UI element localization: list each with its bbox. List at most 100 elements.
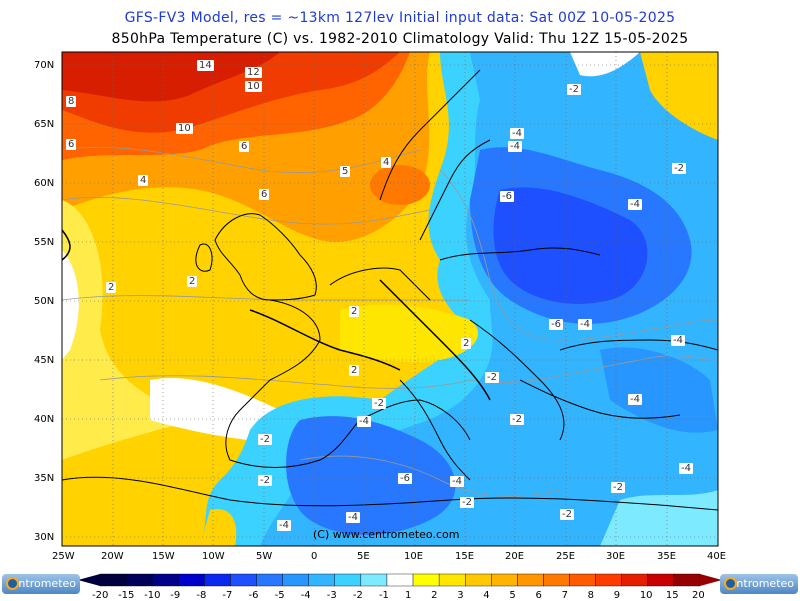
contour-label: -4	[450, 476, 464, 487]
contour-label: 10	[176, 123, 193, 134]
lon-tick: 20W	[101, 551, 124, 562]
colorbar-swatch	[595, 573, 622, 587]
colorbar-tick-label: 6	[535, 590, 542, 601]
contour-label: 5	[340, 166, 351, 177]
lat-tick: 30N	[34, 532, 55, 543]
contour-label: 4	[381, 157, 392, 168]
contour-label: -2	[258, 434, 272, 445]
colorbar-tick-label: 4	[483, 590, 490, 601]
contour-label: -2	[510, 414, 524, 425]
contour-label: -2	[372, 398, 386, 409]
logo-text: centrometeo	[723, 577, 794, 590]
contour-label: 14	[197, 60, 214, 71]
colorbar-arrow-right	[700, 574, 722, 586]
contour-label: -2	[567, 84, 581, 95]
contour-label: -4	[277, 520, 291, 531]
lon-tick: 5W	[256, 551, 273, 562]
colorbar	[78, 573, 722, 587]
logo-icon	[6, 577, 19, 590]
colorbar-swatch	[256, 573, 283, 587]
colorbar-tick-label: 20	[692, 590, 705, 601]
colorbar-swatch	[178, 573, 205, 587]
map-title-line2: 850hPa Temperature (C) vs. 1982-2010 Cli…	[111, 31, 689, 47]
lat-tick: 45N	[34, 355, 55, 366]
contour-label: 6	[66, 139, 77, 150]
colorbar-tick-label: 10	[639, 590, 653, 601]
colorbar-tick-label: -10	[144, 590, 161, 601]
lon-tick: 15E	[455, 551, 475, 562]
colorbar-tick-label: -2	[352, 590, 363, 601]
contour-label: -2	[611, 482, 625, 493]
colorbar-swatch	[360, 573, 388, 587]
colorbar-swatch	[204, 573, 231, 587]
colorbar-swatch	[99, 573, 127, 587]
contour-label: -4	[357, 416, 371, 427]
lon-tick: 30E	[606, 551, 626, 562]
contour-label: 6	[259, 189, 270, 200]
contour-label: -6	[398, 473, 412, 484]
lat-tick: 65N	[34, 119, 55, 130]
colorbar-tick-label: -5	[274, 590, 285, 601]
colorbar-swatch	[465, 573, 492, 587]
logo-text: centrometeo	[5, 577, 76, 590]
lat-tick: 50N	[34, 296, 55, 307]
contour-label: 12	[245, 67, 262, 78]
lat-tick: 55N	[34, 237, 55, 248]
colorbar-tick-label: -6	[248, 590, 259, 601]
colorbar-tick-label: 15	[665, 590, 679, 601]
contour-label: -6	[500, 191, 514, 202]
contour-label: -4	[671, 335, 685, 346]
colorbar-tick-label: 9	[613, 590, 621, 601]
contour-label: 2	[106, 282, 117, 293]
colorbar-tick-label: 3	[457, 590, 464, 601]
colorbar-swatch	[125, 573, 153, 587]
colorbar-tick-label: 2	[431, 590, 438, 601]
colorbar-tick-label: -1	[378, 590, 389, 601]
lon-tick: 40E	[707, 551, 727, 562]
colorbar-tick-label: -3	[326, 590, 337, 601]
contour-label: 4	[138, 175, 149, 186]
contour-label: -2	[258, 475, 272, 486]
colorbar-swatch	[151, 573, 179, 587]
contour-label: 10	[245, 81, 262, 92]
contour-label: 2	[461, 338, 472, 349]
colorbar-swatch	[438, 573, 466, 587]
colorbar-tick-label: 1	[405, 590, 412, 601]
colorbar-tick-label: 5	[509, 590, 516, 601]
contour-label: 2	[187, 276, 198, 287]
colorbar-swatch	[621, 573, 649, 587]
lat-tick: 60N	[34, 178, 55, 189]
lon-tick: 5E	[357, 551, 370, 562]
lon-tick: 10W	[202, 551, 225, 562]
map-title-line1: GFS-FV3 Model, res = ~13km 127lev Initia…	[124, 10, 676, 26]
colorbar-swatch	[543, 573, 570, 587]
contour-label: 2	[349, 306, 360, 317]
contour-label: -4	[679, 463, 693, 474]
credit-text: (C) www.centrometeo.com	[313, 528, 460, 541]
contour-label: -4	[578, 319, 592, 330]
colorbar-swatch	[517, 573, 544, 587]
contour-label: -2	[560, 509, 574, 520]
contour-label: -4	[628, 394, 642, 405]
colorbar-tick-label: 8	[587, 590, 595, 601]
colorbar-swatch	[673, 573, 701, 587]
contour-label: 2	[349, 365, 360, 376]
colorbar-tick-label: -8	[196, 590, 207, 601]
colorbar-tick-label: -7	[222, 590, 233, 601]
contour-label: -2	[460, 497, 474, 508]
contour-label: 8	[66, 96, 77, 107]
contour-label: -2	[672, 163, 686, 174]
colorbar-swatch	[491, 573, 518, 587]
contour-label: -4	[628, 199, 642, 210]
colorbar-tick-label: -15	[118, 590, 135, 601]
contour-label: -6	[549, 319, 563, 330]
colorbar-tick-label: -20	[92, 590, 109, 601]
colorbar-swatch	[282, 573, 309, 587]
colorbar-swatch	[569, 573, 596, 587]
lon-tick: 25E	[556, 551, 576, 562]
colorbar-swatch	[412, 573, 440, 587]
colorbar-tick-label: 7	[561, 590, 568, 601]
centrometeo-logo-left: centrometeo	[2, 574, 80, 594]
colorbar-swatch	[334, 573, 362, 587]
centrometeo-logo-right: centrometeo	[720, 574, 798, 594]
